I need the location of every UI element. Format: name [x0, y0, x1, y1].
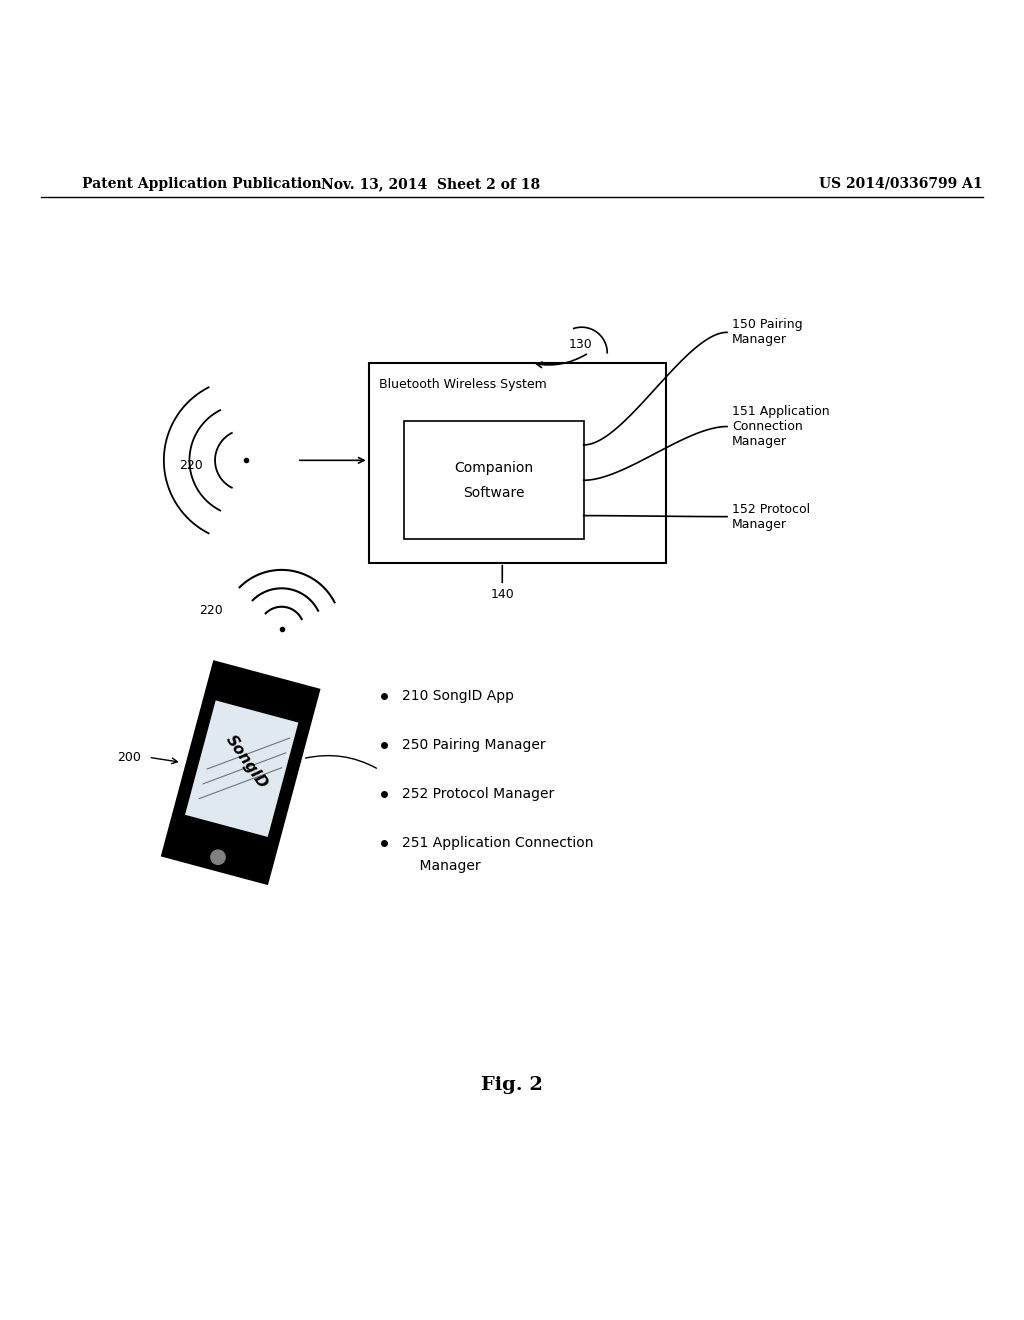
Text: 250 Pairing Manager: 250 Pairing Manager — [402, 738, 546, 752]
Text: 151 Application
Connection
Manager: 151 Application Connection Manager — [732, 405, 829, 447]
Text: Software: Software — [463, 486, 525, 499]
Text: 210 SongID App: 210 SongID App — [402, 689, 514, 702]
Text: 220: 220 — [200, 605, 223, 618]
Text: Fig. 2: Fig. 2 — [481, 1076, 543, 1094]
Polygon shape — [163, 663, 318, 883]
Text: 200: 200 — [118, 751, 141, 764]
Text: Bluetooth Wireless System: Bluetooth Wireless System — [379, 379, 547, 392]
Text: Manager: Manager — [402, 859, 481, 873]
Circle shape — [211, 850, 225, 865]
Text: 140: 140 — [490, 589, 514, 602]
FancyBboxPatch shape — [404, 421, 584, 539]
Text: 220: 220 — [179, 459, 203, 473]
Text: Companion: Companion — [455, 461, 534, 475]
Text: 130: 130 — [568, 338, 592, 351]
Text: SongID: SongID — [223, 733, 270, 791]
Text: Nov. 13, 2014  Sheet 2 of 18: Nov. 13, 2014 Sheet 2 of 18 — [321, 177, 540, 191]
Text: Patent Application Publication: Patent Application Publication — [82, 177, 322, 191]
Text: 251 Application Connection: 251 Application Connection — [402, 837, 594, 850]
Text: 252 Protocol Manager: 252 Protocol Manager — [402, 787, 555, 801]
Text: 152 Protocol
Manager: 152 Protocol Manager — [732, 503, 810, 531]
Polygon shape — [184, 700, 299, 838]
Text: 150 Pairing
Manager: 150 Pairing Manager — [732, 318, 803, 346]
Text: US 2014/0336799 A1: US 2014/0336799 A1 — [819, 177, 983, 191]
FancyBboxPatch shape — [369, 363, 666, 562]
